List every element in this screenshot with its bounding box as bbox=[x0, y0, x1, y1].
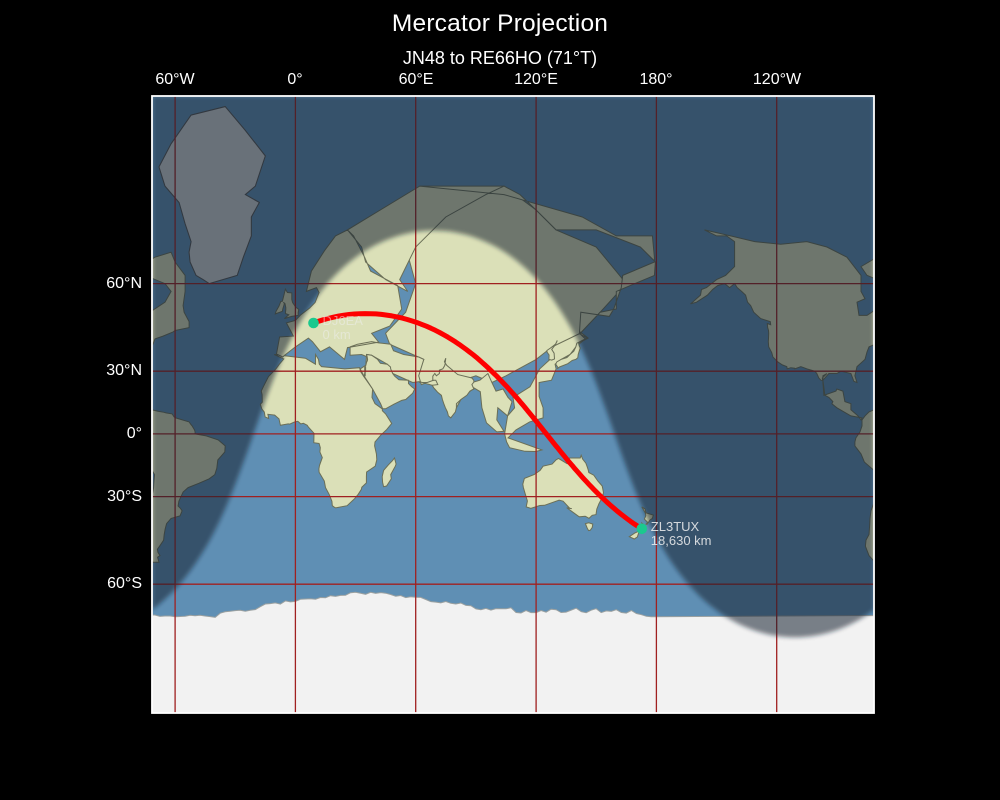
svg-text:DJ6EA: DJ6EA bbox=[323, 313, 364, 328]
svg-text:ZL3TUX: ZL3TUX bbox=[651, 519, 700, 534]
svg-text:0 km: 0 km bbox=[323, 327, 351, 342]
svg-text:18,630 km: 18,630 km bbox=[651, 533, 712, 548]
